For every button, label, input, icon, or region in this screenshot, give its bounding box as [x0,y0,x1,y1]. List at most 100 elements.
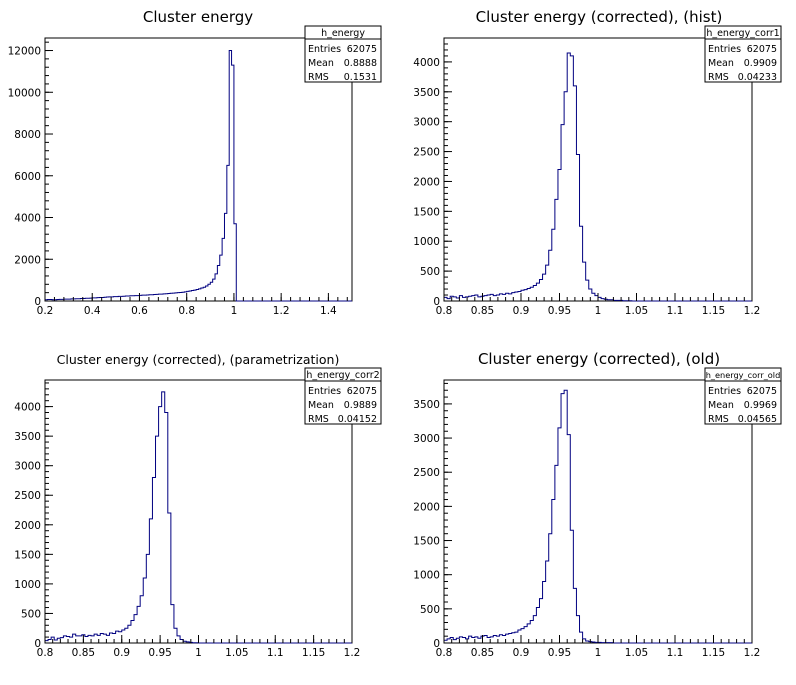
histogram-panel-2: Cluster energy (corrected), (hist) 0.8 0.8… [413,8,782,317]
stats-rms-label: RMS [708,72,729,83]
x-tick-label: 0.8 [436,647,453,659]
x-tick-label: 0.4 [84,305,101,317]
x-tick-label: 0.85 [471,647,494,659]
y-tick-label: 4000 [413,57,440,69]
stats-box: h_energy_corr2 Entries 62075 Mean 0.9889 RMS 0… [304,367,382,425]
x-tick-label: 0.85 [471,305,494,317]
stats-mean-value: 0.8888 [344,58,377,69]
stats-name: h_energy [321,28,365,39]
stats-rms-value: 0.04565 [738,414,777,425]
y-tick-label: 1000 [413,236,440,248]
y-tick-label: 2000 [14,520,41,532]
y-tick-label: 6000 [14,171,41,183]
y-tick-label: 4000 [14,213,41,225]
y-tick-label: 3000 [14,461,41,473]
x-tick-label: 1.05 [625,305,648,317]
stats-rms-value: 0.04152 [338,414,377,425]
stats-name: h_energy_corr2 [306,370,379,381]
x-tick-label: 0.9 [513,305,530,317]
y-tick-label: 3500 [14,431,41,443]
x-tick-label: 1 [595,647,602,659]
y-tick-label: 1000 [413,570,440,582]
y-tick-label: 3500 [413,87,440,99]
x-tick-label: 1.1 [667,647,684,659]
stats-rms-value: 0.1531 [344,72,377,83]
x-tick-label: 0.95 [148,647,171,659]
x-tick-label: 1.05 [225,647,248,659]
x-tick-label: 0.9 [513,647,530,659]
y-tick-label: 2500 [413,467,440,479]
x-tick-label: 0.8 [436,305,453,317]
histogram-panel-4: Cluster energy (corrected), (old) 0.8 0.85… [413,350,782,659]
y-tick-label: 10000 [8,87,41,99]
stats-entries-label: Entries [308,386,341,397]
y-tick-label: 1500 [413,536,440,548]
chart-title: Cluster energy [143,8,253,26]
y-tick-label: 500 [420,604,440,616]
x-tick-label: 1.15 [302,647,325,659]
stats-mean-label: Mean [708,58,734,69]
chart-title: Cluster energy (corrected), (parametriza… [57,352,340,367]
y-tick-label: 0 [34,638,41,650]
stats-entries-value: 62075 [747,44,777,55]
stats-mean-value: 0.9969 [744,400,777,411]
y-tick-label: 4000 [14,402,41,414]
x-tick-label: 0.85 [72,647,95,659]
x-tick-label: 0.95 [548,305,571,317]
y-tick-label: 0 [34,296,41,308]
stats-box-frame [704,367,782,425]
histogram-panel-1: Cluster energy 0.2 0.4 0.6 0.8 1 1.2 1.4 0 2000 40… [8,8,382,317]
y-tick-label: 2000 [413,501,440,513]
stats-mean-label: Mean [708,400,734,411]
x-tick-label: 0.8 [37,647,54,659]
chart-title: Cluster energy (corrected), (old) [478,350,720,368]
stats-mean-label: Mean [308,400,334,411]
chart-title: Cluster energy (corrected), (hist) [476,8,723,26]
x-tick-label: 0.9 [113,647,130,659]
stats-rms-label: RMS [308,414,329,425]
x-tick-label: 1.15 [702,305,725,317]
y-tick-label: 2500 [14,490,41,502]
y-tick-label: 1000 [14,579,41,591]
stats-name: h_energy_corr1 [706,28,779,39]
x-tick-label: 1 [231,305,238,317]
stats-mean-value: 0.9909 [744,58,777,69]
stats-box-frame [704,25,782,83]
x-tick-label: 1.15 [702,647,725,659]
y-tick-label: 1500 [14,549,41,561]
y-tick-label: 2000 [14,254,41,266]
stats-box: h_energy Entries 62075 Mean 0.8888 RMS 0.1531 [304,25,382,83]
stats-box: h_energy_corr_old Entries 62075 Mean 0.9969 R… [704,367,782,425]
x-tick-label: 0.95 [548,647,571,659]
stats-entries-label: Entries [708,44,741,55]
x-tick-label: 0.6 [131,305,148,317]
x-tick-label: 1.05 [625,647,648,659]
x-tick-label: 1.4 [320,305,337,317]
y-tick-label: 12000 [8,46,41,58]
y-tick-label: 1500 [413,206,440,218]
y-tick-label: 3000 [413,433,440,445]
y-tick-label: 2000 [413,176,440,188]
x-tick-label: 1 [595,305,602,317]
stats-entries-label: Entries [308,44,341,55]
stats-box-frame [304,367,382,425]
histogram-panel-3: Cluster energy (corrected), (parametriza… [14,352,382,659]
stats-box-frame [304,25,382,83]
x-tick-label: 1 [195,647,202,659]
stats-mean-value: 0.9889 [344,400,377,411]
stats-rms-value: 0.04233 [738,72,777,83]
histogram-series [443,389,752,644]
stats-rms-label: RMS [708,414,729,425]
x-tick-label: 0.2 [37,305,54,317]
y-tick-label: 3500 [413,399,440,411]
stats-entries-value: 62075 [347,44,377,55]
stats-name: h_energy_corr_old [706,370,781,380]
y-tick-label: 8000 [14,129,41,141]
stats-entries-value: 62075 [747,386,777,397]
x-tick-label: 1.2 [744,305,761,317]
y-tick-label: 500 [21,608,41,620]
stats-entries-label: Entries [708,386,741,397]
x-tick-label: 1.2 [273,305,290,317]
x-tick-label: 0.8 [178,305,195,317]
